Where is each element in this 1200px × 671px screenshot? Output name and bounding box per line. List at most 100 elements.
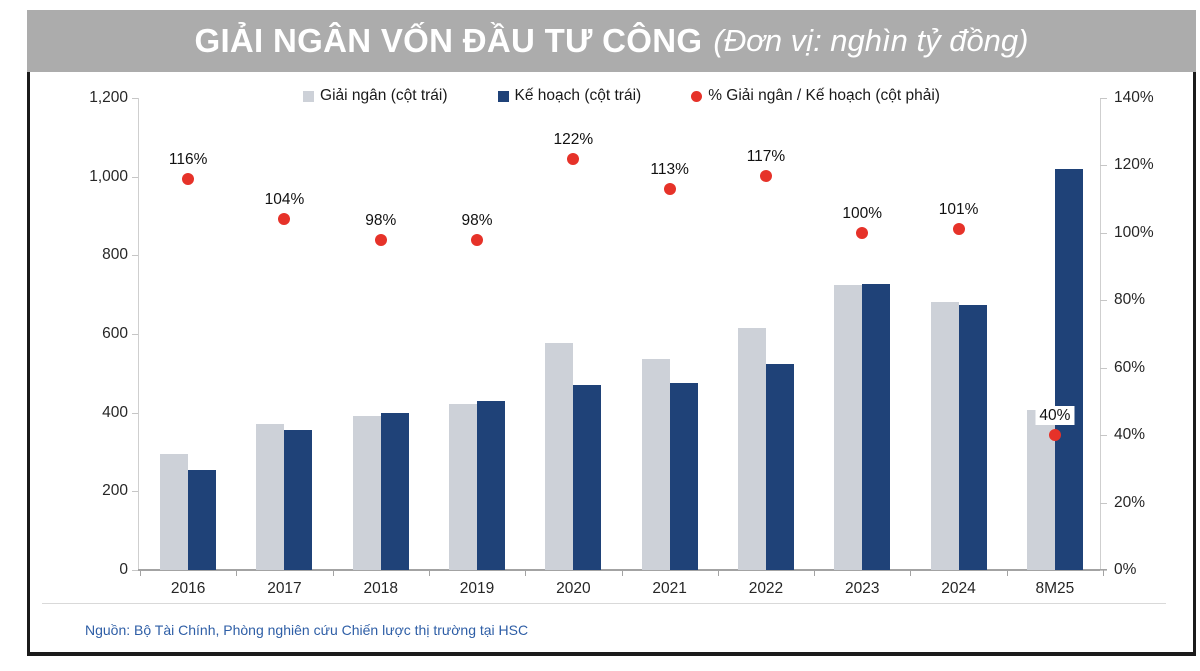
pct-label-2016: 116% xyxy=(168,150,208,168)
right-axis-tick xyxy=(1100,232,1107,234)
left-axis-label-0: 0 xyxy=(119,561,128,578)
x-label-2017: 2017 xyxy=(267,580,302,597)
bar-ke-hoach-2019 xyxy=(477,400,506,570)
legend-label: % Giải ngân / Kế hoạch (cột phải) xyxy=(708,87,940,104)
bar-ke-hoach-2021 xyxy=(669,382,698,570)
x-label-2024: 2024 xyxy=(941,580,976,597)
bar-ke-hoach-2023 xyxy=(862,284,891,570)
bar-ke-hoach-2018 xyxy=(380,412,409,570)
x-axis-tick xyxy=(525,570,527,576)
x-axis-tick xyxy=(814,570,816,576)
bar-giai-ngan-2018 xyxy=(352,415,381,570)
right-axis-label-0%: 0% xyxy=(1114,561,1137,578)
legend-label: Giải ngân (cột trái) xyxy=(320,87,448,104)
bar-giai-ngan-2020 xyxy=(545,343,574,570)
pct-label-2020: 122% xyxy=(553,130,594,148)
bar-giai-ngan-2023 xyxy=(834,285,863,570)
x-label-2018: 2018 xyxy=(363,580,398,597)
pct-label-2018: 98% xyxy=(365,211,397,229)
pct-label-2023: 100% xyxy=(842,204,883,222)
bar-giai-ngan-2024 xyxy=(930,301,959,570)
x-axis-tick xyxy=(717,570,719,576)
bar-giai-ngan-2021 xyxy=(641,358,670,570)
chart-title-bar: GIẢI NGÂN VỐN ĐẦU TƯ CÔNG (Đơn vị: nghìn… xyxy=(27,10,1196,72)
legend: Giải ngân (cột trái) Kế hoạch (cột trái)… xyxy=(140,86,1103,106)
left-axis-tick xyxy=(131,176,138,178)
left-axis-label-200: 200 xyxy=(102,482,128,500)
dot-pct-8M25 xyxy=(1048,429,1061,442)
x-axis-tick xyxy=(236,570,238,576)
legend-item-disbursed: Giải ngân (cột trái) xyxy=(303,87,448,105)
right-axis-tick xyxy=(1100,165,1107,167)
pct-label-2024: 101% xyxy=(938,201,979,219)
left-axis-label-600: 600 xyxy=(102,325,128,342)
dot-pct-2023 xyxy=(856,226,869,239)
x-axis-tick xyxy=(140,570,141,576)
right-axis-tick xyxy=(1100,300,1107,302)
bar-ke-hoach-8M25 xyxy=(1054,168,1083,570)
dot-pct-2019 xyxy=(471,233,484,246)
plan-swatch-icon xyxy=(497,90,509,102)
x-label-2021: 2021 xyxy=(652,580,687,597)
dot-pct-2020 xyxy=(567,152,580,165)
dot-pct-2024 xyxy=(952,223,965,236)
page-title: GIẢI NGÂN VỐN ĐẦU TƯ CÔNG xyxy=(194,22,703,59)
right-axis-label-40%: 40% xyxy=(1114,426,1146,444)
pct-label-2021: 113% xyxy=(650,161,689,179)
dot-pct-2022 xyxy=(759,169,772,182)
right-axis-tick xyxy=(1100,435,1107,437)
x-label-2019: 2019 xyxy=(459,580,495,597)
right-axis-tick xyxy=(1100,367,1107,369)
legend-item-plan: Kế hoạch (cột trái) xyxy=(497,87,642,105)
bar-giai-ngan-2017 xyxy=(256,424,285,570)
bar-ke-hoach-2022 xyxy=(765,363,794,570)
source-note: Nguồn: Bộ Tài Chính, Phòng nghiên cứu Ch… xyxy=(85,622,529,638)
dot-pct-2018 xyxy=(374,233,387,246)
dot-pct-2017 xyxy=(278,213,291,226)
right-axis-label-20%: 20% xyxy=(1114,493,1146,511)
right-axis-label-100%: 100% xyxy=(1114,223,1154,241)
x-axis-tick xyxy=(428,570,430,576)
pct-label-2017: 104% xyxy=(264,191,305,209)
pct-label-2019: 98% xyxy=(461,211,493,229)
bar-giai-ngan-2016 xyxy=(160,453,189,570)
pct-label-2022: 117% xyxy=(746,147,786,165)
right-axis-tick xyxy=(1100,98,1107,99)
right-axis-line xyxy=(1100,98,1101,570)
bar-ke-hoach-2016 xyxy=(188,469,217,570)
x-axis-tick xyxy=(1103,570,1104,576)
left-axis-tick xyxy=(131,255,138,257)
x-axis-tick xyxy=(621,570,623,576)
left-axis-line xyxy=(137,98,139,570)
x-axis-tick xyxy=(1006,570,1008,576)
x-axis-tick xyxy=(910,570,912,576)
title-unit-note: (Đơn vị: nghìn tỷ đồng) xyxy=(713,23,1029,58)
left-axis-tick xyxy=(131,98,138,99)
legend-item-percent: % Giải ngân / Kế hoạch (cột phải) xyxy=(691,87,940,105)
left-axis-label-1,000: 1,000 xyxy=(89,167,128,185)
left-axis-label-1,200: 1,200 xyxy=(89,89,128,106)
x-label-2023: 2023 xyxy=(845,580,880,597)
right-axis-tick xyxy=(1100,502,1107,504)
left-axis-tick xyxy=(131,412,138,414)
left-axis-tick xyxy=(131,570,138,571)
left-axis-tick xyxy=(131,491,138,493)
x-label-2020: 2020 xyxy=(556,580,591,597)
dot-pct-2016 xyxy=(182,172,195,185)
x-axis-tick xyxy=(332,570,334,576)
dot-pct-2021 xyxy=(663,183,676,196)
frame-left-border xyxy=(27,72,30,656)
x-label-2022: 2022 xyxy=(748,580,784,597)
bar-ke-hoach-2017 xyxy=(284,429,313,570)
bar-giai-ngan-2019 xyxy=(449,404,478,570)
disbursed-swatch-icon xyxy=(303,90,315,102)
right-axis-label-80%: 80% xyxy=(1114,291,1146,309)
chart-bottom-rule xyxy=(42,603,1166,604)
bar-giai-ngan-2022 xyxy=(737,328,766,570)
bar-ke-hoach-2020 xyxy=(573,385,602,570)
left-axis-tick xyxy=(131,334,138,335)
right-axis-label-120%: 120% xyxy=(1114,156,1154,174)
right-axis-label-60%: 60% xyxy=(1114,358,1146,376)
legend-label: Kế hoạch (cột trái) xyxy=(514,87,642,104)
